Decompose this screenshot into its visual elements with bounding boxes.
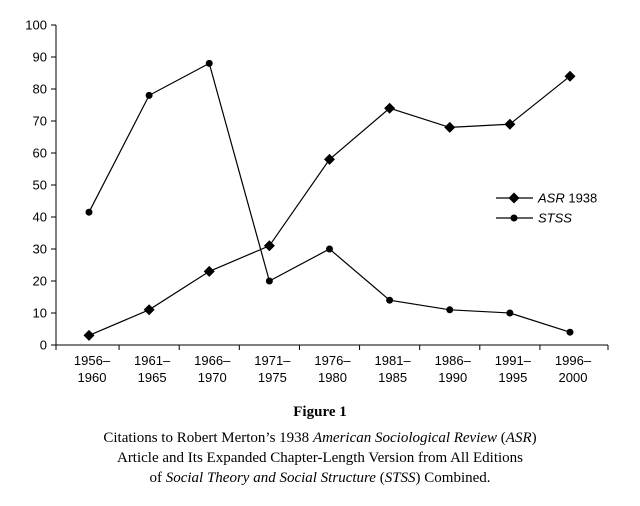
- x-tick-label: 1956– 1960: [74, 353, 111, 385]
- y-tick-label: 0: [40, 338, 47, 353]
- legend-label-asr: ASR 1938: [537, 191, 597, 206]
- chart-series: [83, 59, 576, 341]
- data-point-asr: [504, 118, 516, 130]
- data-point-asr: [263, 240, 275, 252]
- data-point-asr: [143, 304, 155, 316]
- x-axis-ticks: 1956– 1960 1961– 1965 1966– 1970 1971– 1975 1976…: [55, 345, 609, 385]
- caption-text: ): [531, 430, 537, 446]
- x-tick-label: 1976– 1980: [314, 353, 351, 385]
- y-tick-label: 90: [33, 50, 47, 65]
- data-point-stss: [326, 245, 333, 253]
- data-point-stss: [85, 208, 93, 216]
- data-point-asr: [564, 70, 576, 82]
- caption-text: of: [149, 470, 166, 486]
- data-point-stss: [205, 59, 213, 67]
- x-tick-label: 1966– 1970: [194, 353, 231, 385]
- y-tick-label: 50: [33, 178, 47, 193]
- y-axis-ticks: 0 10 20 30 40 50 60 70 80 90 100: [25, 18, 56, 353]
- legend-label-stss: STSS: [538, 211, 572, 226]
- chart-legend: ASR 1938 STSS: [496, 191, 597, 226]
- data-point-asr: [203, 265, 215, 277]
- caption-text: ) Combined.: [415, 470, 491, 486]
- caption-line-3: of Social Theory and Social Structure (S…: [0, 468, 640, 488]
- caption-text: (: [375, 470, 385, 486]
- y-tick-label: 10: [33, 306, 47, 321]
- caption-abbrev-stss: STSS: [384, 470, 416, 486]
- legend-marker-stss: [510, 214, 518, 222]
- caption-book: Social Theory and Social Structure: [165, 470, 376, 486]
- y-tick-label: 40: [33, 210, 47, 225]
- y-tick-label: 60: [33, 146, 47, 161]
- line-chart: 0 10 20 30 40 50 60 70 80 90 100 1956– 1960 1961– 196…: [25, 18, 609, 385]
- x-tick-label: 1971– 1975: [254, 353, 291, 385]
- y-tick-label: 80: [33, 82, 47, 97]
- data-point-asr: [444, 121, 456, 133]
- y-tick-label: 30: [33, 242, 47, 257]
- caption-abbrev-asr: ASR: [505, 430, 532, 446]
- y-tick-label: 70: [33, 114, 47, 129]
- x-tick-label: 1986– 1990: [435, 353, 472, 385]
- x-tick-label: 1991– 1995: [495, 353, 532, 385]
- x-tick-label: 1961– 1965: [134, 353, 171, 385]
- series-stss: [85, 59, 574, 336]
- x-tick-label: 1996– 2000: [555, 353, 592, 385]
- figure-title: Figure 1: [293, 404, 347, 420]
- data-point-stss: [506, 309, 514, 317]
- data-point-stss: [566, 328, 574, 336]
- caption-text: Citations to Robert Merton’s 1938: [103, 430, 313, 446]
- data-point-stss: [145, 91, 153, 99]
- y-tick-label: 20: [33, 274, 47, 289]
- data-point-asr: [83, 329, 95, 341]
- series-asr: [83, 70, 576, 341]
- data-point-stss: [265, 277, 273, 285]
- caption-line-2: Article and Its Expanded Chapter-Length …: [116, 450, 523, 466]
- caption-text: (: [497, 430, 506, 446]
- series-line-asr: [88, 75, 571, 336]
- x-tick-label: 1981– 1985: [375, 353, 412, 385]
- data-point-stss: [386, 296, 394, 304]
- legend-marker-asr: [508, 192, 520, 204]
- data-point-asr: [324, 153, 335, 165]
- y-tick-label: 100: [25, 18, 47, 33]
- caption-journal: American Sociological Review: [312, 430, 498, 446]
- data-point-asr: [384, 102, 396, 114]
- caption-line-1: Citations to Robert Merton’s 1938 Americ…: [0, 428, 640, 448]
- chart-axes: [55, 25, 608, 346]
- data-point-stss: [446, 306, 454, 314]
